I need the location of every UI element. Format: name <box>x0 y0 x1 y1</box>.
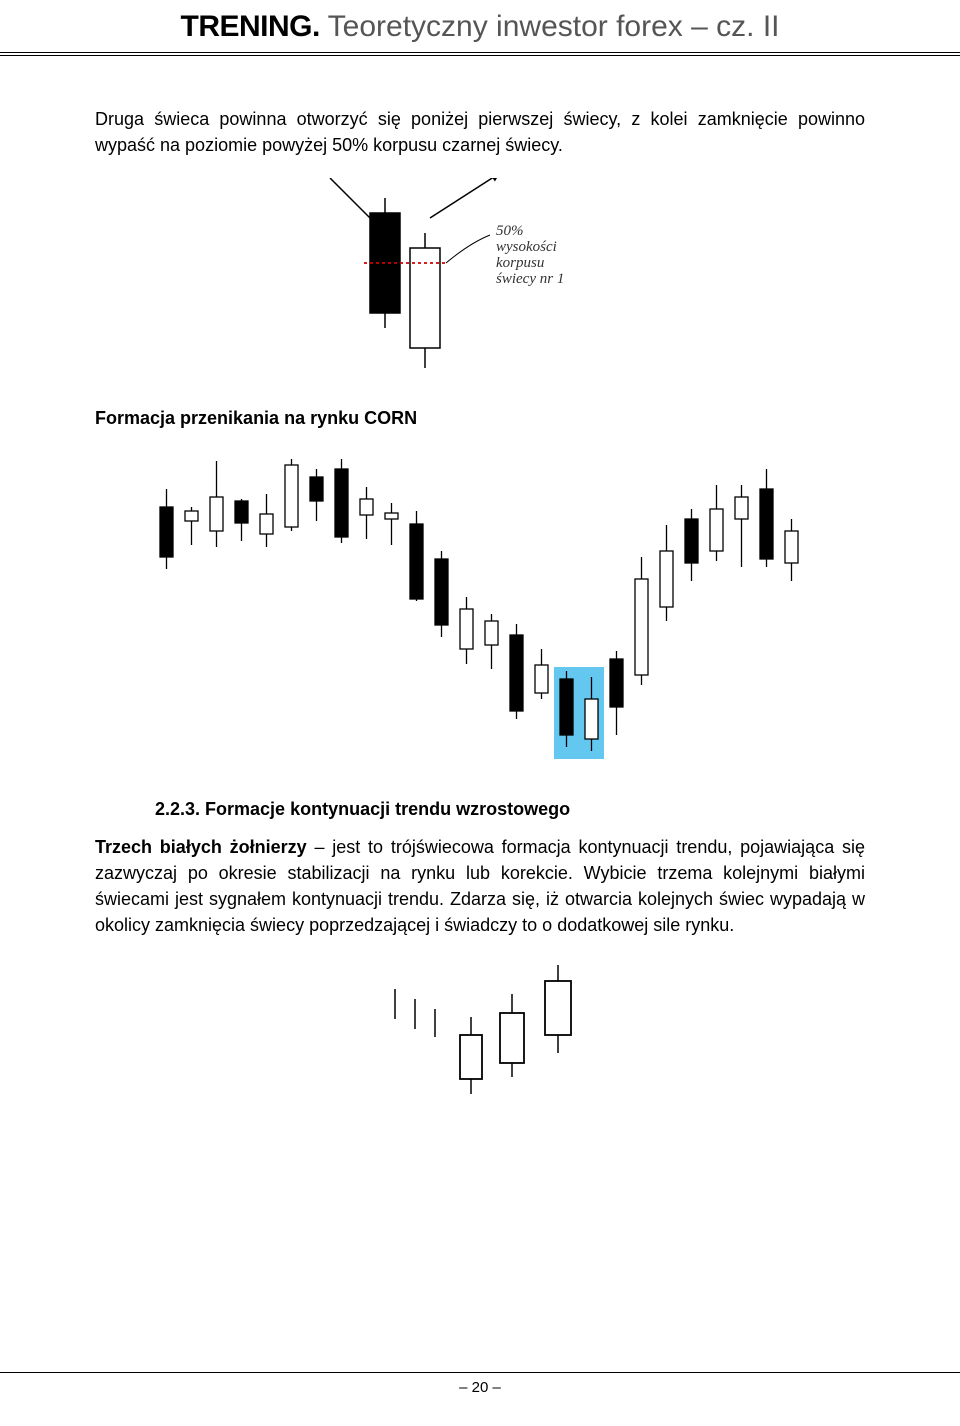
corn-heading: Formacja przenikania na rynku CORN <box>95 408 865 429</box>
header-bold: TRENING. <box>181 10 320 43</box>
three-soldiers-bold: Trzech białych żołnierzy <box>95 837 307 857</box>
section-223-heading: 2.2.3. Formacje kontynuacji trendu wzros… <box>155 799 865 820</box>
page-header: TRENING. Teoretyczny inwestor forex – cz… <box>0 0 960 56</box>
svg-text:wysokości: wysokości <box>496 239 557 255</box>
three-white-soldiers-diagram <box>95 959 865 1109</box>
piercing-pattern-diagram: 50%wysokościkorpusuświecy nr 1 <box>95 178 865 378</box>
corn-candlestick-chart <box>95 439 865 769</box>
three-soldiers-paragraph: Trzech białych żołnierzy – jest to trójś… <box>95 834 865 938</box>
intro-paragraph: Druga świeca powinna otworzyć się poniże… <box>95 106 865 158</box>
page-number: – 20 – <box>459 1379 501 1396</box>
page-footer: – 20 – <box>0 1372 960 1396</box>
content-area: Druga świeca powinna otworzyć się poniże… <box>0 56 960 1109</box>
svg-text:korpusu: korpusu <box>496 255 544 271</box>
header-light: Teoretyczny inwestor forex – cz. II <box>320 10 780 43</box>
svg-text:50%: 50% <box>496 223 524 239</box>
svg-text:świecy nr 1: świecy nr 1 <box>496 271 564 287</box>
